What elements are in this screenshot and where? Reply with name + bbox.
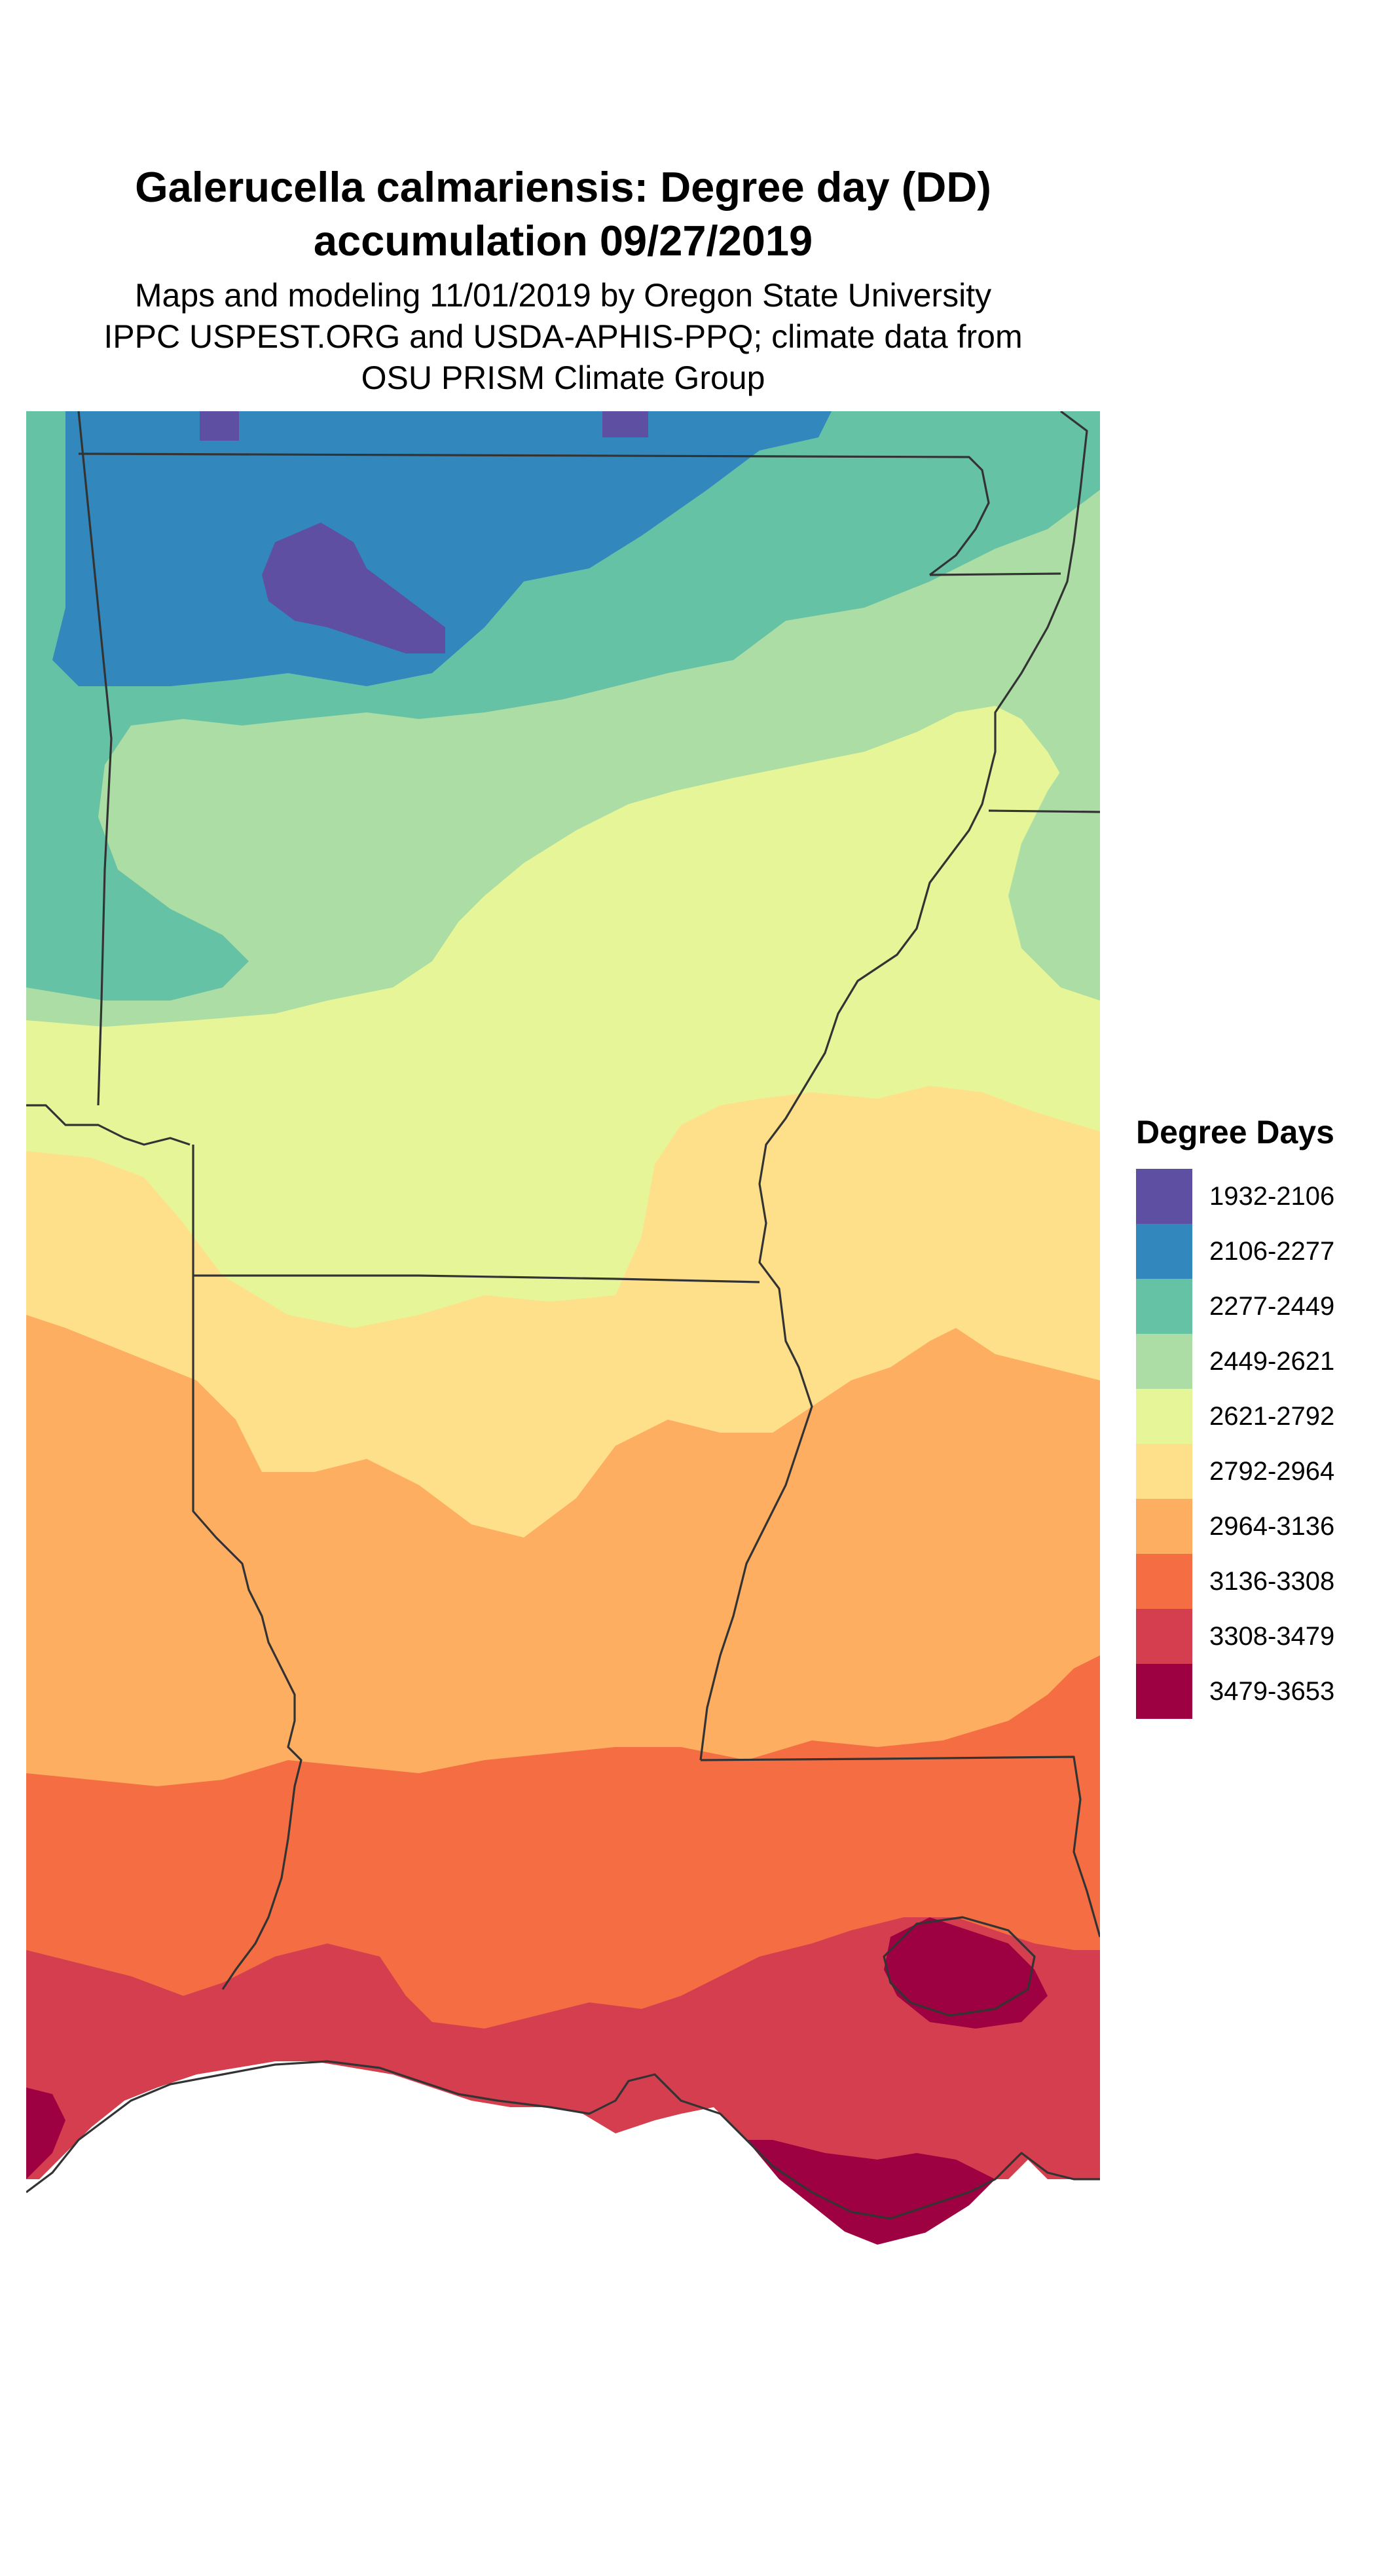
coastline (26, 2060, 1100, 2220)
legend-label: 2106-2277 (1209, 1237, 1335, 1266)
title-line-2: accumulation 09/27/2019 (313, 217, 813, 265)
subtitle-line-3: OSU PRISM Climate Group (361, 359, 765, 396)
title-line-1: Galerucella calmariensis: Degree day (DD… (135, 163, 991, 211)
legend-label: 2964-3136 (1209, 1512, 1335, 1541)
legend-label: 3308-3479 (1209, 1622, 1335, 1651)
legend-item: 2277-2449 (1136, 1279, 1359, 1334)
legend-swatch (1136, 1334, 1192, 1389)
tx-la-boundary (192, 1145, 302, 1990)
red-river-boundary (26, 1104, 191, 1146)
legend-item: 2621-2792 (1136, 1389, 1359, 1444)
degree-day-raster (26, 411, 1100, 2245)
legend-item: 1932-2106 (1136, 1169, 1359, 1224)
legend-swatch (1136, 1279, 1192, 1334)
state-boundaries (26, 411, 1100, 2220)
map-title: Galerucella calmariensis: Degree day (DD… (0, 160, 1126, 268)
mo-bootheel-boundary (929, 572, 1061, 576)
legend-swatch (1136, 1444, 1192, 1499)
legend-item: 2792-2964 (1136, 1444, 1359, 1499)
mississippi-river (699, 411, 1088, 1761)
ar-la-boundary (193, 1274, 760, 1283)
subtitle-line-1: Maps and modeling 11/01/2019 by Oregon S… (134, 277, 992, 314)
zone-1932-2106-a (262, 523, 445, 653)
legend-label: 3479-3653 (1209, 1677, 1335, 1706)
tn-ms-boundary (988, 809, 1100, 813)
legend-swatch (1136, 1224, 1192, 1279)
map-subtitle: Maps and modeling 11/01/2019 by Oregon S… (0, 275, 1126, 399)
legend-label: 2792-2964 (1209, 1457, 1335, 1486)
legend-label: 1932-2106 (1209, 1182, 1335, 1211)
legend-label: 2277-2449 (1209, 1292, 1335, 1321)
legend-label: 2449-2621 (1209, 1347, 1335, 1376)
legend-swatch (1136, 1554, 1192, 1609)
legend-label: 3136-3308 (1209, 1567, 1335, 1596)
zone-3479-3653-c (26, 2088, 65, 2179)
zone-2106-2277 (52, 411, 832, 686)
lake-pontchartrain (883, 1916, 1036, 2017)
legend-swatch (1136, 1389, 1192, 1444)
zone-1932-2106-c (602, 411, 648, 437)
legend-item: 2449-2621 (1136, 1334, 1359, 1389)
legend-item: 3308-3479 (1136, 1609, 1359, 1664)
zone-3479-3653-a (884, 1917, 1048, 2029)
legend-item: 2106-2277 (1136, 1224, 1359, 1279)
degree-day-map (26, 411, 1100, 2245)
legend-label: 2621-2792 (1209, 1402, 1335, 1431)
zone-2449-2621-patch-b (1008, 739, 1100, 1001)
ar-mo-boundary (78, 452, 990, 576)
legend-swatch (1136, 1169, 1192, 1224)
legend-item: 2964-3136 (1136, 1499, 1359, 1554)
zone-1932-2106-b (200, 411, 239, 441)
legend-swatch (1136, 1664, 1192, 1719)
zone-3479-3653-b (720, 2140, 995, 2245)
ok-ar-boundary (77, 411, 113, 1106)
legend-item: 3479-3653 (1136, 1664, 1359, 1719)
subtitle-line-2: IPPC USPEST.ORG and USDA-APHIS-PPQ; clim… (103, 318, 1023, 355)
legend-swatch (1136, 1499, 1192, 1554)
legend-swatch (1136, 1609, 1192, 1664)
legend-title: Degree Days (1136, 1114, 1334, 1150)
legend-item: 3136-3308 (1136, 1554, 1359, 1609)
la-ms-boundary (700, 1756, 1100, 1938)
